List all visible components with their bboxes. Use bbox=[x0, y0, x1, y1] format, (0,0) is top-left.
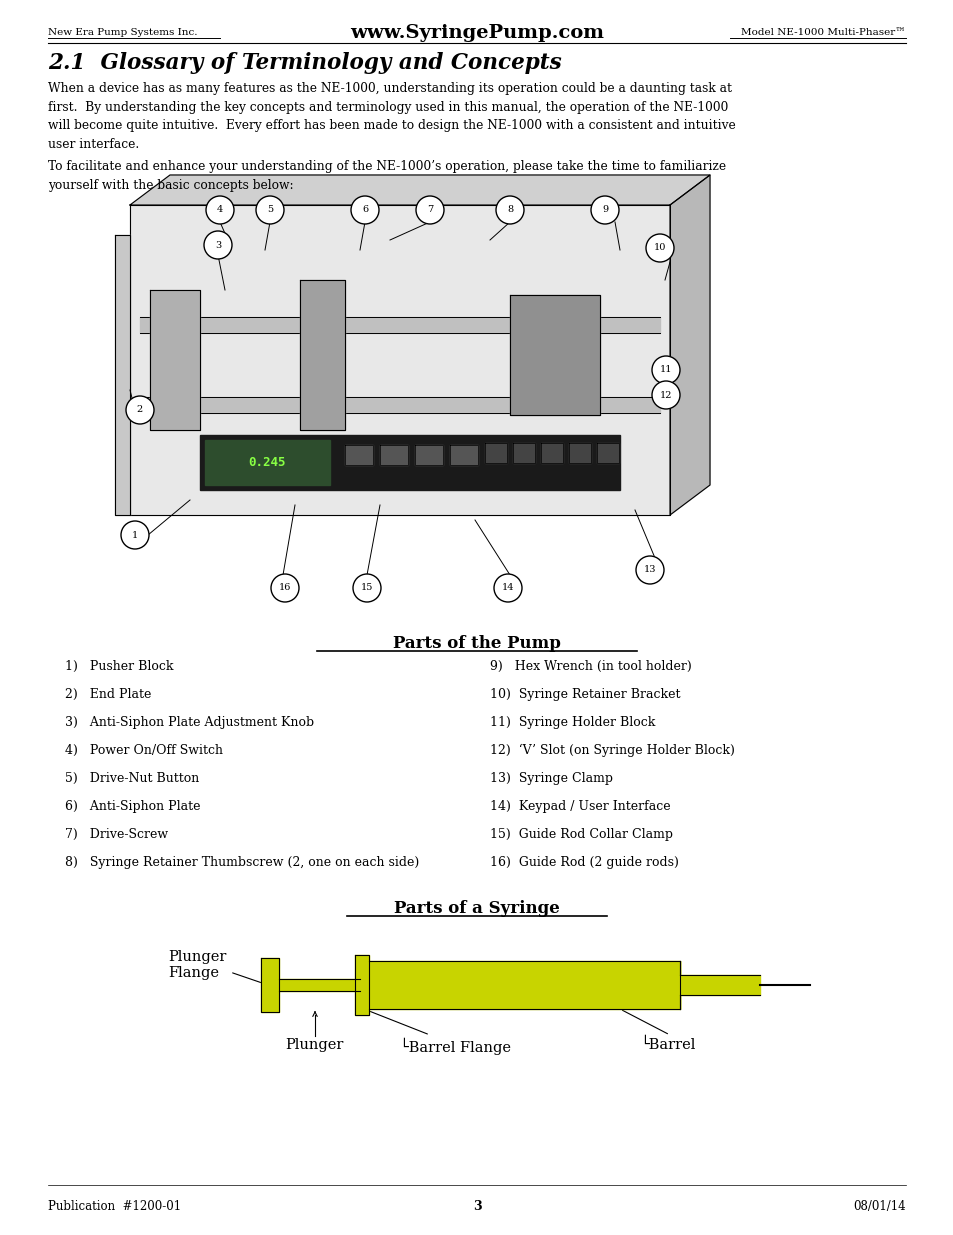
Text: 4: 4 bbox=[216, 205, 223, 215]
Text: Model NE-1000 Multi-Phaser™: Model NE-1000 Multi-Phaser™ bbox=[740, 28, 905, 37]
Text: 16: 16 bbox=[278, 583, 291, 593]
Text: Plunger: Plunger bbox=[285, 1037, 343, 1052]
Polygon shape bbox=[200, 435, 619, 490]
Text: 14: 14 bbox=[501, 583, 514, 593]
Polygon shape bbox=[669, 175, 709, 515]
Text: 9: 9 bbox=[601, 205, 607, 215]
Circle shape bbox=[645, 233, 673, 262]
Text: └Barrel Flange: └Barrel Flange bbox=[399, 1037, 511, 1055]
Text: 5: 5 bbox=[267, 205, 273, 215]
Text: 8)   Syringe Retainer Thumbscrew (2, one on each side): 8) Syringe Retainer Thumbscrew (2, one o… bbox=[65, 856, 418, 869]
Text: 12)  ‘V’ Slot (on Syringe Holder Block): 12) ‘V’ Slot (on Syringe Holder Block) bbox=[490, 743, 734, 757]
Circle shape bbox=[121, 521, 149, 550]
Polygon shape bbox=[679, 974, 760, 995]
Polygon shape bbox=[150, 290, 200, 430]
Polygon shape bbox=[299, 280, 345, 430]
Text: 3: 3 bbox=[472, 1200, 481, 1213]
Text: Plunger
Flange: Plunger Flange bbox=[168, 950, 226, 981]
Circle shape bbox=[353, 574, 380, 601]
Circle shape bbox=[651, 356, 679, 384]
Text: 08/01/14: 08/01/14 bbox=[853, 1200, 905, 1213]
Text: Parts of the Pump: Parts of the Pump bbox=[393, 635, 560, 652]
Polygon shape bbox=[369, 961, 679, 1009]
Text: 10: 10 bbox=[653, 243, 665, 252]
Text: 8: 8 bbox=[506, 205, 513, 215]
Circle shape bbox=[416, 196, 443, 224]
Text: When a device has as many features as the NE-1000, understanding its operation c: When a device has as many features as th… bbox=[48, 82, 735, 151]
Text: └Barrel: └Barrel bbox=[639, 1037, 695, 1052]
Polygon shape bbox=[115, 235, 130, 515]
Text: 6)   Anti-Siphon Plate: 6) Anti-Siphon Plate bbox=[65, 800, 200, 813]
Text: New Era Pump Systems Inc.: New Era Pump Systems Inc. bbox=[48, 28, 197, 37]
Text: 13)  Syringe Clamp: 13) Syringe Clamp bbox=[490, 772, 613, 785]
Polygon shape bbox=[484, 443, 506, 463]
Circle shape bbox=[255, 196, 284, 224]
Polygon shape bbox=[597, 443, 618, 463]
Polygon shape bbox=[345, 445, 373, 466]
Circle shape bbox=[590, 196, 618, 224]
Polygon shape bbox=[205, 440, 330, 485]
Polygon shape bbox=[379, 445, 408, 466]
Polygon shape bbox=[278, 979, 359, 990]
Text: 6: 6 bbox=[361, 205, 368, 215]
Text: 10)  Syringe Retainer Bracket: 10) Syringe Retainer Bracket bbox=[490, 688, 679, 701]
Circle shape bbox=[496, 196, 523, 224]
Text: 2)   End Plate: 2) End Plate bbox=[65, 688, 152, 701]
Text: Parts of a Syringe: Parts of a Syringe bbox=[394, 900, 559, 918]
Polygon shape bbox=[130, 175, 709, 205]
Text: 13: 13 bbox=[643, 566, 656, 574]
Circle shape bbox=[204, 231, 232, 259]
Polygon shape bbox=[261, 958, 278, 1011]
Polygon shape bbox=[513, 443, 535, 463]
Text: 5)   Drive-Nut Button: 5) Drive-Nut Button bbox=[65, 772, 199, 785]
Circle shape bbox=[126, 396, 153, 424]
Text: 7)   Drive-Screw: 7) Drive-Screw bbox=[65, 827, 168, 841]
Text: To facilitate and enhance your understanding of the NE-1000’s operation, please : To facilitate and enhance your understan… bbox=[48, 161, 725, 191]
Polygon shape bbox=[450, 445, 477, 466]
Text: 11)  Syringe Holder Block: 11) Syringe Holder Block bbox=[490, 716, 655, 729]
Polygon shape bbox=[510, 295, 599, 415]
Text: 2: 2 bbox=[136, 405, 143, 415]
Text: 0.245: 0.245 bbox=[248, 457, 286, 469]
Text: 2.1  Glossary of Terminology and Concepts: 2.1 Glossary of Terminology and Concepts bbox=[48, 52, 561, 74]
Text: 3)   Anti-Siphon Plate Adjustment Knob: 3) Anti-Siphon Plate Adjustment Knob bbox=[65, 716, 314, 729]
Circle shape bbox=[351, 196, 378, 224]
Text: 15)  Guide Rod Collar Clamp: 15) Guide Rod Collar Clamp bbox=[490, 827, 672, 841]
Circle shape bbox=[494, 574, 521, 601]
Text: 1: 1 bbox=[132, 531, 138, 540]
Text: 9)   Hex Wrench (in tool holder): 9) Hex Wrench (in tool holder) bbox=[490, 659, 691, 673]
Polygon shape bbox=[568, 443, 590, 463]
Text: 11: 11 bbox=[659, 366, 672, 374]
Text: 15: 15 bbox=[360, 583, 373, 593]
Text: 7: 7 bbox=[426, 205, 433, 215]
Text: 4)   Power On/Off Switch: 4) Power On/Off Switch bbox=[65, 743, 223, 757]
Text: 14)  Keypad / User Interface: 14) Keypad / User Interface bbox=[490, 800, 670, 813]
Text: www.SyringePump.com: www.SyringePump.com bbox=[350, 23, 603, 42]
Circle shape bbox=[271, 574, 298, 601]
Text: Publication  #1200-01: Publication #1200-01 bbox=[48, 1200, 181, 1213]
Circle shape bbox=[651, 382, 679, 409]
Polygon shape bbox=[415, 445, 442, 466]
Text: 12: 12 bbox=[659, 390, 672, 399]
Polygon shape bbox=[355, 955, 369, 1015]
Text: 3: 3 bbox=[214, 241, 221, 249]
Polygon shape bbox=[130, 205, 669, 515]
Text: 1)   Pusher Block: 1) Pusher Block bbox=[65, 659, 173, 673]
Circle shape bbox=[636, 556, 663, 584]
Circle shape bbox=[206, 196, 233, 224]
Polygon shape bbox=[540, 443, 562, 463]
Text: 16)  Guide Rod (2 guide rods): 16) Guide Rod (2 guide rods) bbox=[490, 856, 679, 869]
